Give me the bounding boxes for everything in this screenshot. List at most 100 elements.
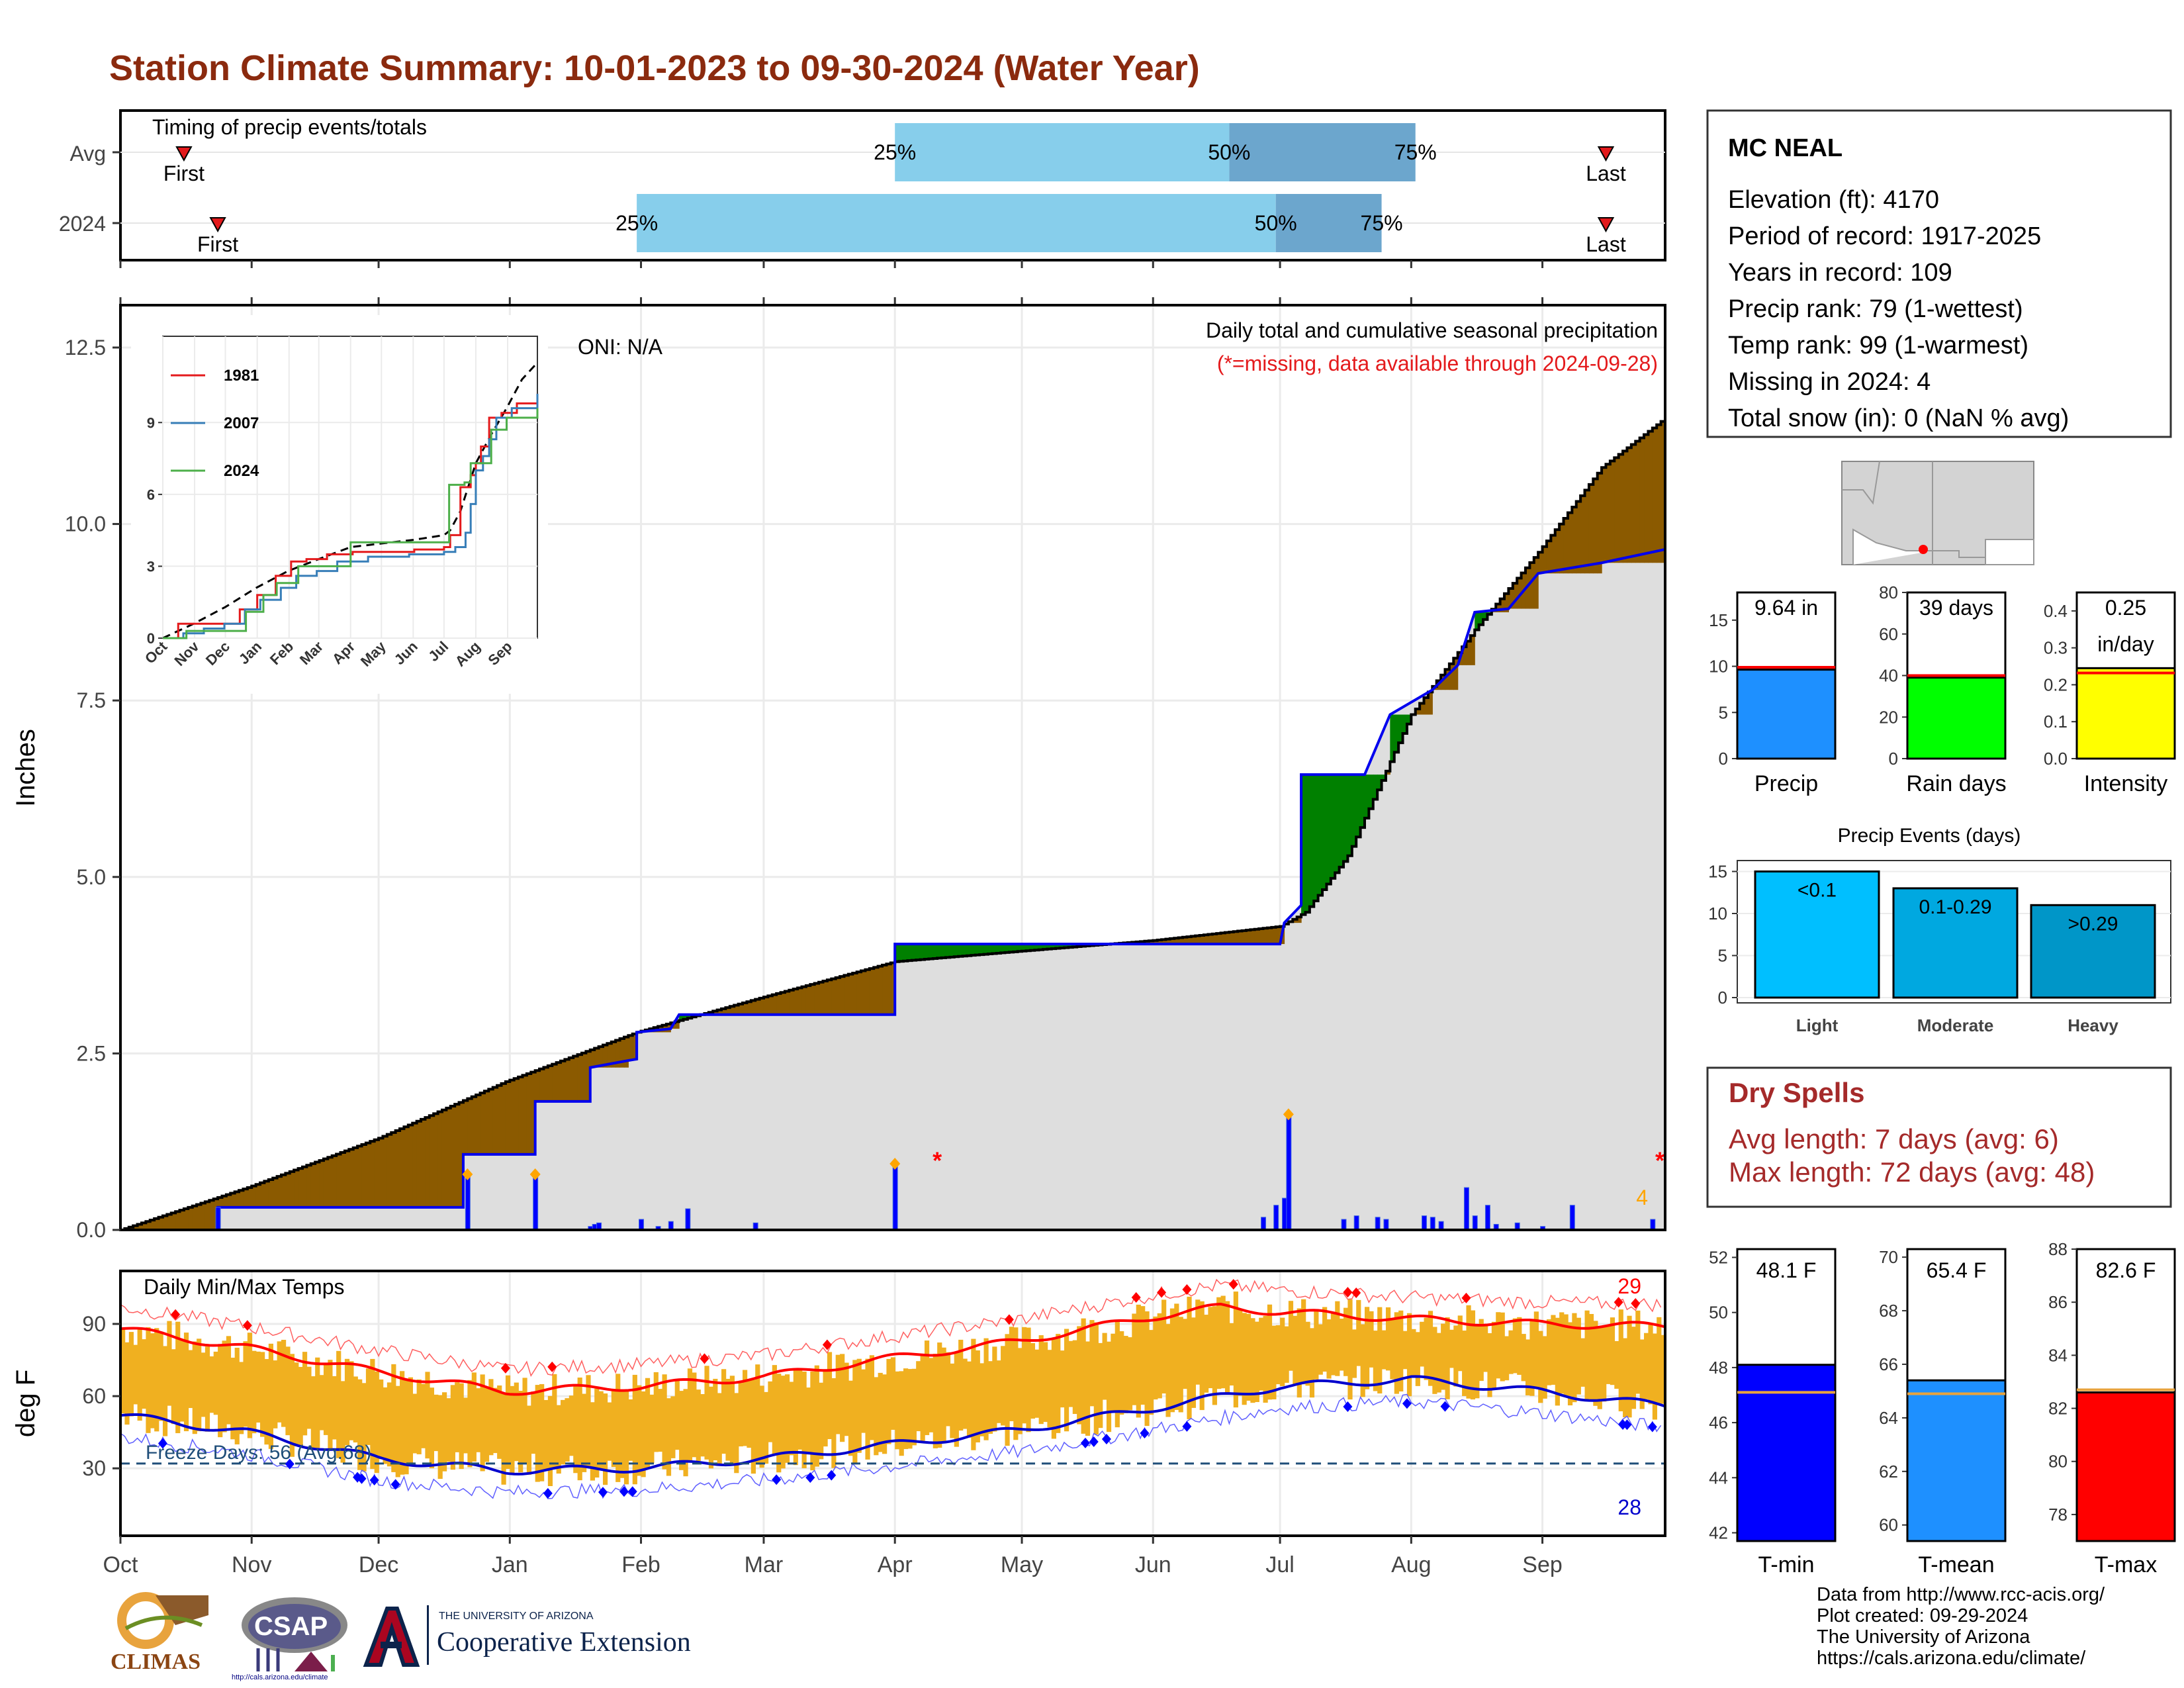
below-avg-band: [763, 997, 768, 1015]
daily-temp-range: [1606, 1326, 1611, 1384]
daily-temp-range: [518, 1391, 523, 1473]
above-avg-band: [1377, 774, 1383, 790]
daily-temp-range: [954, 1352, 959, 1447]
inset-legend-label: 2024: [224, 462, 259, 480]
daily-temp-range: [277, 1341, 282, 1423]
daily-temp-range: [1161, 1299, 1167, 1394]
below-avg-band: [128, 1227, 134, 1230]
above-avg-band: [945, 944, 950, 958]
daily-temp-range: [1216, 1297, 1222, 1389]
daily-temp-range: [526, 1405, 532, 1475]
below-avg-band: [717, 1009, 722, 1015]
below-avg-band: [1153, 940, 1158, 945]
daily-temp-range: [598, 1391, 604, 1469]
daily-temp-range: [717, 1393, 722, 1466]
daily-temp-range: [154, 1328, 159, 1432]
below-avg-band: [1224, 932, 1230, 945]
below-avg-band: [831, 978, 837, 1015]
above-avg-band: [1369, 774, 1374, 809]
daily-temp-range: [975, 1350, 980, 1443]
daily-temp-range: [1457, 1315, 1463, 1372]
above-avg-band: [1030, 944, 1035, 951]
below-avg-band: [840, 976, 845, 1015]
above-avg-band: [683, 1014, 688, 1019]
above-avg-band: [920, 944, 925, 960]
below-avg-band: [552, 1064, 557, 1102]
below-avg-band: [1229, 931, 1234, 945]
ua-cooperative-extension-logo: THE UNIVERSITY OF ARIZONA Cooperative Ex…: [361, 1605, 745, 1671]
daily-temp-range: [1500, 1312, 1505, 1382]
daily-temp-range: [158, 1332, 163, 1421]
above-avg-band: [1318, 774, 1323, 896]
daily-precip-bar: [892, 1166, 898, 1231]
below-avg-band: [1263, 928, 1268, 945]
record-high-envelope: [120, 1278, 1662, 1378]
above-avg-band: [1322, 774, 1328, 890]
record-cold-marker: [1343, 1401, 1353, 1413]
below-avg-band: [1555, 530, 1560, 574]
daily-temp-range: [349, 1361, 354, 1440]
below-avg-band: [425, 1117, 430, 1207]
below-avg-band: [319, 1160, 324, 1207]
daily-temp-range: [183, 1333, 189, 1432]
below-avg-band: [1639, 438, 1645, 563]
month-axis-label: Mar: [745, 1552, 784, 1577]
below-avg-band: [776, 993, 782, 1015]
hot-day-count: 29: [1617, 1274, 1641, 1298]
daily-temp-range: [637, 1385, 642, 1476]
timing-pct-label: 50%: [1255, 211, 1297, 235]
temp-bar-ytick: 80: [2048, 1452, 2068, 1472]
daily-temp-range: [1305, 1321, 1310, 1386]
record-hot-marker: [822, 1339, 832, 1350]
below-avg-band: [264, 1181, 269, 1207]
below-avg-band: [848, 974, 853, 1015]
inset-ytick-label: 3: [147, 558, 155, 575]
temp-bar-label: T-min: [1758, 1552, 1815, 1577]
above-avg-band: [911, 944, 917, 961]
daily-temp-range: [441, 1392, 447, 1472]
intensity-bar: [2075, 667, 2176, 760]
below-avg-band: [514, 1078, 519, 1154]
below-avg-band: [623, 1037, 629, 1068]
below-avg-band: [336, 1154, 341, 1207]
temp-bar-ytick: 66: [1879, 1354, 1898, 1374]
daily-temp-range: [1356, 1299, 1361, 1366]
below-avg-band: [387, 1134, 392, 1207]
record-cold-marker: [285, 1458, 295, 1470]
above-avg-band: [1064, 944, 1069, 948]
daily-temp-range: [433, 1394, 439, 1452]
daily-precip-bar: [1430, 1217, 1435, 1231]
daily-temp-range: [615, 1374, 621, 1482]
below-avg-band: [158, 1217, 163, 1230]
daily-temp-range: [120, 1329, 126, 1414]
below-avg-band: [1508, 588, 1514, 609]
below-avg-band: [1297, 917, 1302, 923]
daily-precip-bar: [1484, 1205, 1490, 1231]
daily-temp-range: [492, 1387, 498, 1454]
station-info-line: Period of record: 1917-2025: [1728, 222, 2041, 250]
daily-temp-range: [1212, 1306, 1217, 1405]
timing-bar-50-75: [1229, 123, 1416, 181]
record-cold-marker: [1101, 1434, 1111, 1445]
daily-temp-range: [1254, 1321, 1259, 1403]
daily-temp-range: [1644, 1333, 1649, 1399]
daily-temp-range: [467, 1380, 473, 1468]
daily-temp-range: [937, 1342, 942, 1448]
climas-logo: CLIMAS: [109, 1589, 215, 1678]
daily-temp-range: [209, 1356, 214, 1413]
daily-temp-range: [1136, 1304, 1141, 1418]
record-cold-marker: [158, 1438, 167, 1449]
daily-temp-range: [886, 1358, 891, 1444]
record-hot-marker: [1004, 1314, 1014, 1325]
cold-day-count: 28: [1617, 1495, 1641, 1519]
daily-temp-range: [1106, 1341, 1112, 1432]
below-avg-band: [357, 1146, 363, 1207]
record-hot-marker: [242, 1320, 252, 1331]
below-avg-band: [768, 996, 773, 1015]
below-avg-band: [607, 1043, 612, 1068]
daily-temp-range: [1123, 1336, 1128, 1413]
daily-temp-range: [895, 1371, 900, 1450]
daily-temp-range: [480, 1374, 485, 1472]
daily-temp-range: [742, 1370, 748, 1446]
below-avg-band: [243, 1189, 248, 1207]
